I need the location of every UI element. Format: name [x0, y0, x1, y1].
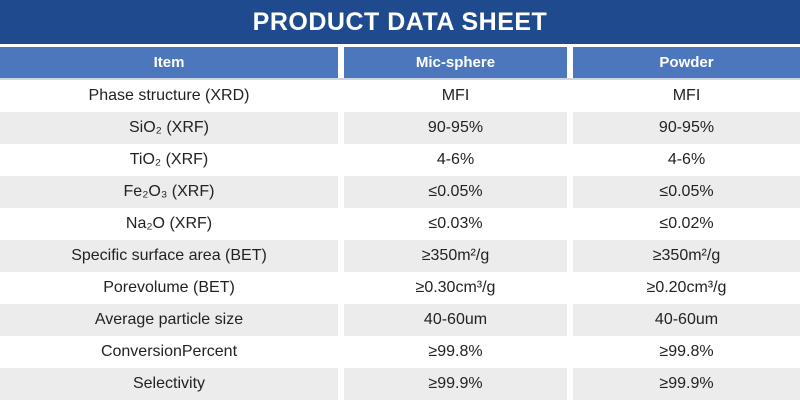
- row-item-label: SiO₂ (XRF): [0, 112, 338, 144]
- row-mic-sphere-value: ≥350m²/g: [344, 240, 567, 272]
- row-mic-sphere-value: ≥99.8%: [344, 336, 567, 368]
- table-header-row: Item Mic-sphere Powder: [0, 47, 800, 80]
- row-mic-sphere-value: ≥99.9%: [344, 368, 567, 400]
- table-row: Selectivity ≥99.9% ≥99.9%: [0, 368, 800, 400]
- table-row: Fe₂O₃ (XRF) ≤0.05% ≤0.05%: [0, 176, 800, 208]
- table-row: Porevolume (BET) ≥0.30cm³/g ≥0.20cm³/g: [0, 272, 800, 304]
- table-row: Average particle size 40-60um 40-60um: [0, 304, 800, 336]
- row-item-label: ConversionPercent: [0, 336, 338, 368]
- table-row: SiO₂ (XRF) 90-95% 90-95%: [0, 112, 800, 144]
- table-body: Phase structure (XRD) MFI MFI SiO₂ (XRF)…: [0, 80, 800, 400]
- title-bar: PRODUCT DATA SHEET: [0, 0, 800, 44]
- row-powder-value: ≤0.02%: [573, 208, 800, 240]
- row-mic-sphere-value: MFI: [344, 80, 567, 112]
- row-item-label: Selectivity: [0, 368, 338, 400]
- row-powder-value: MFI: [573, 80, 800, 112]
- row-item-label: Average particle size: [0, 304, 338, 336]
- table-row: TiO₂ (XRF) 4-6% 4-6%: [0, 144, 800, 176]
- table-row: Specific surface area (BET) ≥350m²/g ≥35…: [0, 240, 800, 272]
- row-mic-sphere-value: 4-6%: [344, 144, 567, 176]
- row-powder-value: ≥99.9%: [573, 368, 800, 400]
- row-powder-value: ≥350m²/g: [573, 240, 800, 272]
- row-mic-sphere-value: ≤0.05%: [344, 176, 567, 208]
- row-mic-sphere-value: 90-95%: [344, 112, 567, 144]
- row-powder-value: 90-95%: [573, 112, 800, 144]
- row-powder-value: ≤0.05%: [573, 176, 800, 208]
- table-row: ConversionPercent ≥99.8% ≥99.8%: [0, 336, 800, 368]
- table-row: Na₂O (XRF) ≤0.03% ≤0.02%: [0, 208, 800, 240]
- row-powder-value: 4-6%: [573, 144, 800, 176]
- data-table: Item Mic-sphere Powder Phase structure (…: [0, 47, 800, 400]
- table-row: Phase structure (XRD) MFI MFI: [0, 80, 800, 112]
- row-mic-sphere-value: ≤0.03%: [344, 208, 567, 240]
- row-powder-value: ≥99.8%: [573, 336, 800, 368]
- row-powder-value: ≥0.20cm³/g: [573, 272, 800, 304]
- row-item-label: Fe₂O₃ (XRF): [0, 176, 338, 208]
- row-powder-value: 40-60um: [573, 304, 800, 336]
- row-item-label: Phase structure (XRD): [0, 80, 338, 112]
- column-header-item: Item: [0, 47, 338, 78]
- column-header-mic-sphere: Mic-sphere: [344, 47, 567, 78]
- row-item-label: Na₂O (XRF): [0, 208, 338, 240]
- row-mic-sphere-value: ≥0.30cm³/g: [344, 272, 567, 304]
- row-item-label: Specific surface area (BET): [0, 240, 338, 272]
- row-item-label: TiO₂ (XRF): [0, 144, 338, 176]
- row-item-label: Porevolume (BET): [0, 272, 338, 304]
- row-mic-sphere-value: 40-60um: [344, 304, 567, 336]
- page-title: PRODUCT DATA SHEET: [252, 7, 548, 36]
- column-header-powder: Powder: [573, 47, 800, 78]
